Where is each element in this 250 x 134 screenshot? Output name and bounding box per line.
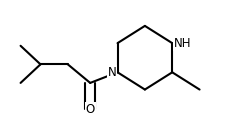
Text: NH: NH bbox=[174, 37, 191, 50]
Text: N: N bbox=[108, 66, 116, 79]
Text: O: O bbox=[86, 103, 95, 116]
